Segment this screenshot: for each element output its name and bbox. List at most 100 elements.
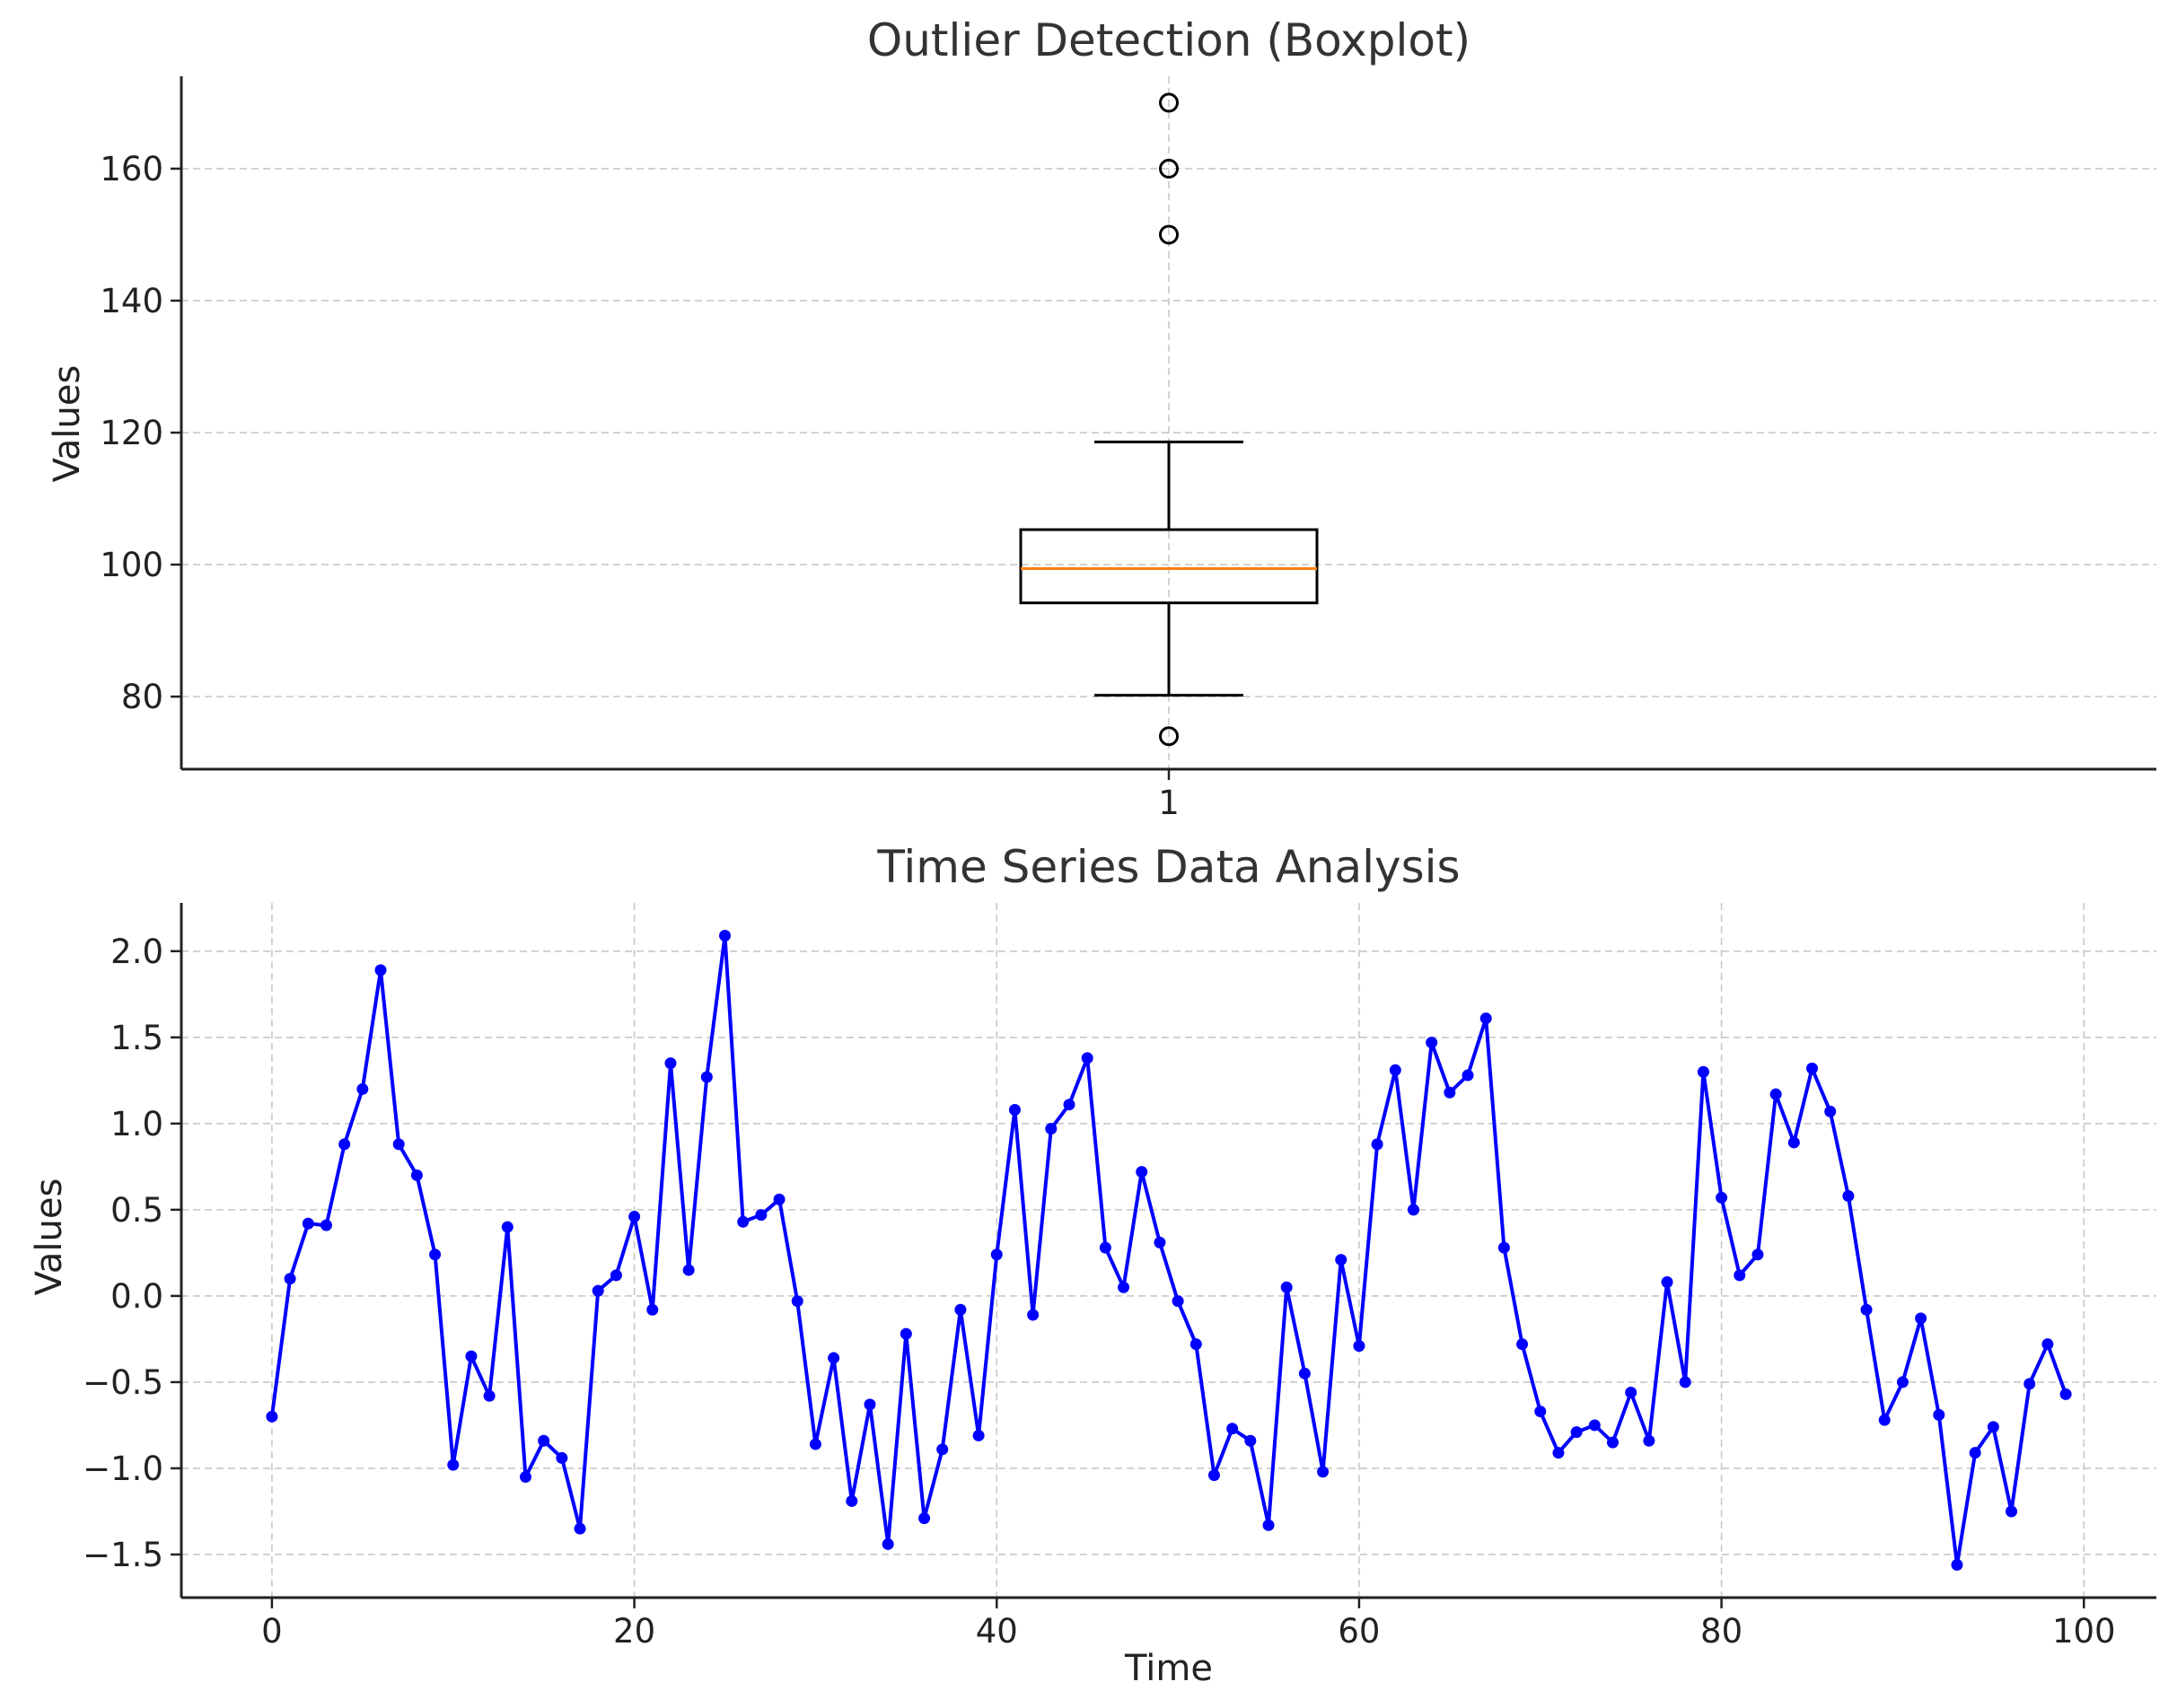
time-series-data-point bbox=[610, 1269, 622, 1282]
time-series-data-point bbox=[574, 1522, 586, 1535]
time-series-data-point bbox=[429, 1248, 442, 1261]
time-series-data-point bbox=[1534, 1406, 1547, 1418]
time-series-data-point bbox=[2059, 1388, 2072, 1400]
boxplot-x-ticks: 1 bbox=[1158, 769, 1180, 822]
boxplot-marks bbox=[1019, 92, 1319, 747]
time-series-y-tick-label: −1.0 bbox=[83, 1450, 163, 1488]
time-series-y-ticks: −1.5 −1.0 −0.5 0.0 0.5 1.0 1.5 2.0 bbox=[83, 933, 181, 1574]
time-series-x-tick-label: 60 bbox=[1338, 1612, 1380, 1651]
time-series-data-point bbox=[1497, 1241, 1510, 1254]
time-series-data-point bbox=[1716, 1191, 1728, 1204]
time-series-data-point bbox=[1806, 1062, 1819, 1074]
time-series-data-point bbox=[809, 1438, 821, 1450]
time-series-grid bbox=[181, 903, 2156, 1598]
time-series-data-point bbox=[1317, 1466, 1330, 1478]
time-series-data-point bbox=[864, 1398, 876, 1411]
time-series-data-point bbox=[302, 1217, 314, 1230]
time-series-data-point bbox=[501, 1221, 514, 1233]
time-series-data-point bbox=[1063, 1099, 1075, 1111]
time-series-data-point bbox=[628, 1211, 641, 1223]
time-series-data-point bbox=[1588, 1419, 1601, 1432]
time-series-x-tick-label: 20 bbox=[613, 1612, 655, 1651]
time-series-data-point bbox=[1099, 1241, 1111, 1254]
boxplot-outlier-point bbox=[1159, 224, 1179, 245]
time-series-x-tick-label: 100 bbox=[2052, 1612, 2116, 1651]
time-series-data-point bbox=[1280, 1281, 1293, 1293]
time-series-data-point bbox=[1661, 1276, 1673, 1289]
time-series-data-point bbox=[646, 1303, 659, 1316]
time-series-data-point bbox=[356, 1082, 369, 1095]
time-series-data-point bbox=[1426, 1037, 1438, 1049]
time-series-y-tick-label: 0.0 bbox=[110, 1277, 163, 1316]
time-series-data-point bbox=[1154, 1236, 1166, 1248]
time-series-x-ticks: 0 20 40 60 80 100 bbox=[261, 1598, 2116, 1651]
time-series-data-point bbox=[1226, 1423, 1239, 1435]
time-series-data-point bbox=[972, 1429, 985, 1441]
time-series-data-point bbox=[1298, 1367, 1311, 1380]
time-series-data-point bbox=[954, 1303, 967, 1316]
time-series-data-point bbox=[538, 1434, 550, 1447]
time-series-data-point bbox=[1081, 1052, 1093, 1064]
time-series-data-point bbox=[1969, 1447, 1981, 1459]
time-series-data-point bbox=[755, 1209, 768, 1222]
time-series-x-tick-label: 80 bbox=[1700, 1612, 1742, 1651]
time-series-data-point bbox=[1008, 1103, 1021, 1116]
boxplot-x-tick-label: 1 bbox=[1158, 784, 1180, 822]
time-series-data-point bbox=[682, 1264, 695, 1276]
boxplot-box bbox=[1019, 528, 1319, 605]
time-series-x-axis-label: Time bbox=[1124, 1648, 1213, 1689]
time-series-data-point bbox=[1444, 1086, 1456, 1099]
time-series-data-point bbox=[990, 1248, 1003, 1261]
time-series-data-point bbox=[266, 1410, 278, 1423]
time-series-data-point bbox=[392, 1138, 405, 1151]
time-series-data-point bbox=[1244, 1434, 1257, 1447]
time-series-data-point bbox=[1570, 1426, 1583, 1439]
boxplot-y-tick-label: 140 bbox=[100, 282, 163, 320]
time-series-y-tick-label: 2.0 bbox=[110, 933, 163, 971]
time-series-chart: Time Series Data Analysis Values Time −1… bbox=[29, 841, 2156, 1689]
time-series-y-tick-label: 1.5 bbox=[110, 1019, 163, 1057]
time-series-data-point bbox=[1353, 1340, 1365, 1353]
boxplot-y-tick-label: 160 bbox=[100, 150, 163, 188]
time-series-data-point bbox=[1751, 1248, 1764, 1261]
time-series-data-point bbox=[828, 1352, 840, 1364]
time-series-data-point bbox=[1824, 1105, 1837, 1117]
time-series-marks bbox=[266, 929, 2072, 1572]
time-series-data-point bbox=[1207, 1469, 1220, 1482]
time-series-data-point bbox=[519, 1471, 531, 1484]
time-series-data-point bbox=[2041, 1338, 2054, 1351]
time-series-data-point bbox=[773, 1193, 786, 1205]
time-series-data-point bbox=[1987, 1421, 1999, 1433]
boxplot-outlier-point bbox=[1159, 158, 1179, 179]
time-series-data-point bbox=[483, 1389, 496, 1402]
time-series-data-point bbox=[556, 1451, 568, 1464]
boxplot-title: Outlier Detection (Boxplot) bbox=[867, 14, 1470, 66]
time-series-data-point bbox=[1118, 1281, 1130, 1293]
time-series-data-point bbox=[936, 1443, 949, 1456]
time-series-data-point bbox=[1679, 1376, 1691, 1388]
time-series-data-point bbox=[1262, 1519, 1275, 1531]
time-series-data-point bbox=[465, 1350, 478, 1362]
time-series-data-point bbox=[374, 964, 387, 977]
time-series-data-point bbox=[1896, 1376, 1909, 1388]
time-series-data-point bbox=[719, 929, 732, 942]
time-series-data-point bbox=[2023, 1378, 2036, 1390]
time-series-data-point bbox=[1933, 1408, 1945, 1421]
time-series-data-point bbox=[737, 1215, 750, 1228]
time-series-data-point bbox=[447, 1458, 460, 1471]
time-series-data-point bbox=[1769, 1088, 1782, 1100]
time-series-data-point bbox=[320, 1219, 332, 1231]
time-series-data-point bbox=[1625, 1386, 1637, 1398]
time-series-data-point bbox=[664, 1057, 677, 1070]
time-series-data-point bbox=[1389, 1064, 1401, 1076]
time-series-data-point bbox=[900, 1327, 912, 1340]
time-series-y-tick-label: −1.5 bbox=[83, 1536, 163, 1574]
time-series-data-point bbox=[700, 1071, 713, 1083]
time-series-data-point bbox=[1951, 1559, 1963, 1572]
time-series-data-point bbox=[1915, 1312, 1927, 1325]
time-series-data-point bbox=[1516, 1338, 1529, 1351]
time-series-data-point bbox=[1407, 1204, 1419, 1216]
time-series-data-point bbox=[1335, 1254, 1347, 1266]
time-series-data-point bbox=[1606, 1436, 1619, 1449]
